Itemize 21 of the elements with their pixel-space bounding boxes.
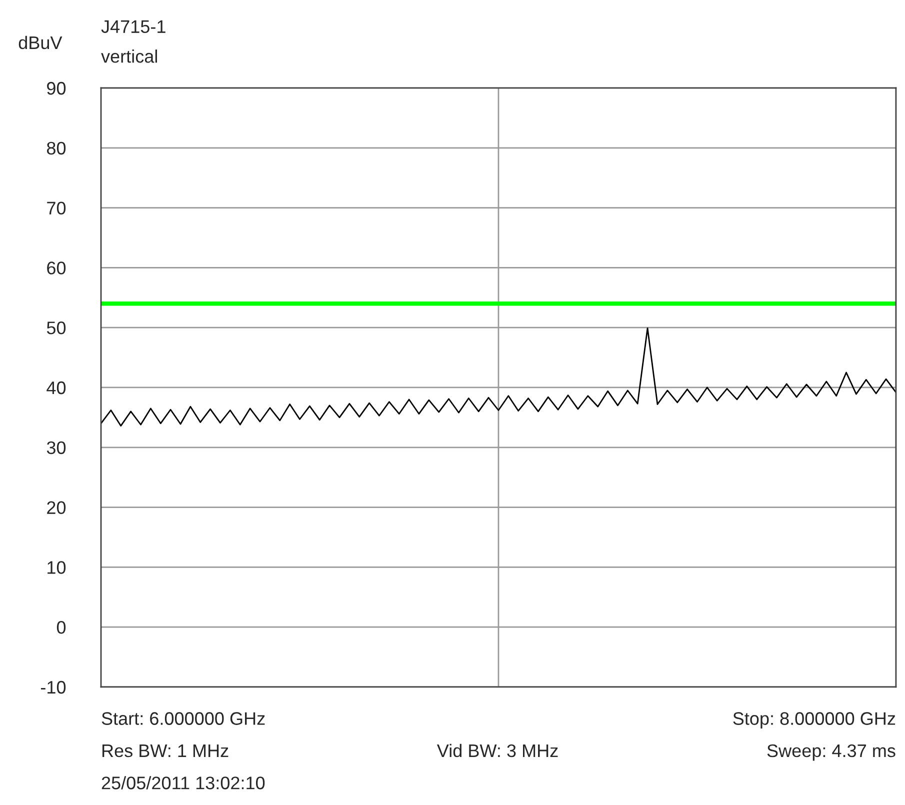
y-tick-label: 70 — [47, 202, 66, 215]
line-series — [101, 327, 896, 427]
text: Start: 6.000000 GHz — [102, 712, 265, 725]
y-tick-label: 50 — [46, 322, 66, 334]
text: Res BW: 1 MHz — [102, 744, 228, 758]
chart-subtitle: vertical — [101, 50, 157, 63]
text: Sweep: 4.37 ms — [767, 744, 896, 761]
y-tick-label: 60 — [47, 262, 66, 274]
text: Stop: 8.000000 GHz — [733, 712, 896, 729]
y-tick-label: 30 — [46, 441, 66, 454]
y-tick-label: 40 — [46, 381, 66, 394]
text: Vid BW: 3 MHz — [436, 744, 558, 758]
y-tick-label: 80 — [46, 142, 66, 155]
y-tick-label: -10 — [40, 680, 66, 694]
y-tick-label: 90 — [47, 82, 66, 95]
y-tick-label: 20 — [47, 501, 66, 514]
text: 25/05/2011 13:02:10 — [102, 776, 265, 790]
y-tick-label: 10 — [48, 561, 66, 574]
y-tick-label: 0 — [56, 621, 66, 634]
y-axis-title: dBuV — [18, 36, 62, 50]
chart-title: J4715-1 — [101, 20, 166, 34]
